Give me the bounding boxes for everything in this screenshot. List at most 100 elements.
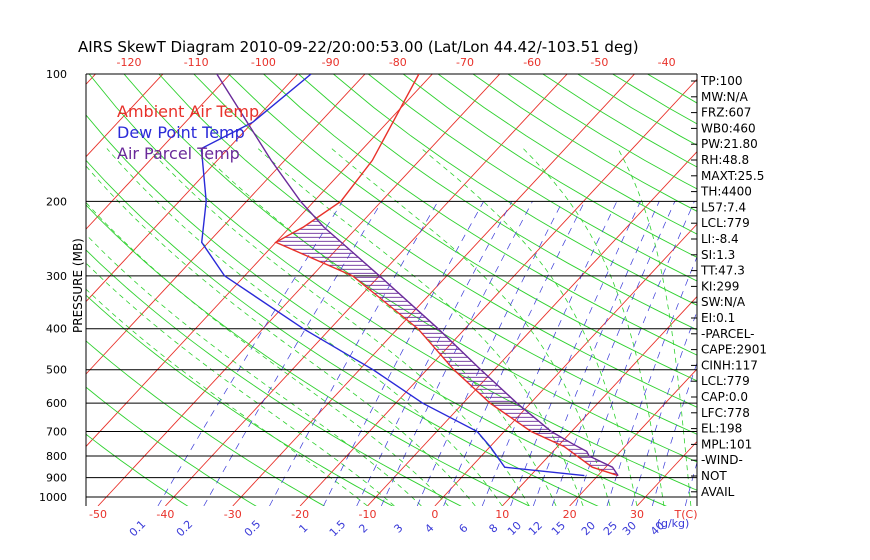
pressure-tick-label: 100	[46, 68, 67, 81]
mixing-ratio-line	[575, 201, 695, 506]
mixing-ratio-line	[380, 201, 533, 506]
mixing-ratio-line	[510, 201, 641, 506]
index-label: LI:-8.4	[701, 232, 739, 246]
index-label: TH:4400	[700, 185, 752, 199]
top-temp-tick-label: -120	[117, 56, 142, 69]
index-label: RH:48.8	[701, 153, 749, 167]
legend-entry: Ambient Air Temp	[117, 102, 259, 121]
top-temp-tick-label: -90	[322, 56, 340, 69]
bottom-temp-tick-label: 20	[563, 508, 577, 521]
top-temp-tick-label: -110	[184, 56, 209, 69]
mixing-ratio-line	[416, 201, 563, 506]
mixing-ratio-line	[551, 201, 676, 506]
top-temp-tick-label: -70	[456, 56, 474, 69]
pressure-tick-label: 600	[46, 397, 67, 410]
series-line	[274, 74, 619, 477]
index-label: TP:100	[700, 74, 743, 88]
mixing-ratio-line	[651, 361, 697, 506]
dry-adiabat-line	[86, 204, 531, 506]
index-label: EL:198	[701, 422, 742, 436]
dry-adiabat-line	[86, 114, 667, 506]
isotherm-line	[97, 74, 501, 506]
index-label: LCL:779	[701, 374, 750, 388]
mixing-ratio-line	[203, 201, 383, 506]
dry-adiabat-line	[158, 74, 697, 435]
index-label: LFC:778	[701, 406, 750, 420]
pressure-tick-label: 700	[46, 426, 67, 439]
index-label: MW:N/A	[701, 90, 749, 104]
index-label: AVAIL	[701, 485, 735, 499]
chart-title: AIRS SkewT Diagram 2010-09-22/20:00:53.0…	[78, 38, 639, 56]
index-label: KI:299	[701, 279, 739, 293]
mixing-ratio-line	[356, 201, 513, 506]
index-label: WB0:460	[701, 121, 756, 135]
index-label: SI:1.3	[701, 248, 735, 262]
index-label: SW:N/A	[701, 295, 746, 309]
legend-entry: Dew Point Temp	[117, 123, 245, 142]
pressure-tick-label: 1000	[39, 491, 67, 504]
dry-adiabat-line	[367, 74, 697, 282]
mixing-ratio-line	[532, 201, 660, 506]
index-label: TT:47.3	[700, 264, 745, 278]
index-label: EI:0.1	[701, 311, 735, 325]
dry-adiabat-line	[297, 74, 697, 331]
isotherm-line	[86, 74, 366, 375]
index-label: CINH:117	[701, 358, 758, 372]
top-temp-tick-label: -100	[251, 56, 276, 69]
pressure-tick-label: 300	[46, 270, 67, 283]
mixing-ratio-line	[481, 201, 618, 506]
dry-adiabat-line	[193, 74, 697, 408]
dry-adiabat-line	[86, 249, 462, 506]
pressure-tick-label: 500	[46, 364, 67, 377]
dry-adiabat-line	[437, 74, 697, 235]
bottom-temp-tick-label: 30	[630, 508, 644, 521]
index-label: CAPE:2901	[701, 343, 767, 357]
pressure-tick-label: 400	[46, 323, 67, 336]
index-label: FRZ:607	[701, 106, 751, 120]
index-label: LCL:779	[701, 216, 750, 230]
isotherm-line	[569, 368, 697, 506]
legend-entry: Air Parcel Temp	[117, 144, 240, 163]
dry-adiabat-line	[86, 159, 599, 506]
index-label: MAXT:25.5	[701, 169, 764, 183]
index-label: PW:21.80	[701, 137, 758, 151]
isotherm-line	[299, 78, 697, 506]
dry-adiabat-line	[86, 433, 189, 506]
index-label: MPL:101	[701, 437, 752, 451]
pressure-tick-label: 800	[46, 450, 67, 463]
dry-adiabat-line	[86, 340, 326, 506]
pressure-tick-label: 200	[46, 195, 67, 208]
isotherm-line	[86, 74, 433, 448]
isotherm-line	[165, 74, 568, 506]
index-label: -PARCEL-	[701, 327, 755, 341]
bottom-temp-tick-label: 10	[495, 508, 509, 521]
bottom-temp-tick-label: 0	[431, 508, 438, 521]
y-axis-label: PRESSURE (MB)	[71, 238, 85, 333]
dry-adiabat-line	[402, 74, 697, 258]
dry-adiabat-line	[123, 74, 697, 463]
series-line	[200, 74, 585, 477]
pressure-tick-label: 900	[46, 472, 67, 485]
temp-unit-label: T(C)	[674, 508, 698, 521]
bottom-temp-tick-label: -20	[291, 508, 309, 521]
bottom-temp-tick-label: -30	[224, 508, 242, 521]
dry-adiabat-line	[86, 386, 257, 506]
mixing-ratio-line	[443, 201, 586, 506]
isotherm-line	[367, 151, 697, 506]
bottom-temp-tick-label: -40	[156, 508, 174, 521]
bottom-temp-tick-label: -50	[89, 508, 107, 521]
series-line	[216, 74, 619, 476]
bottom-temp-tick-label: -10	[359, 508, 377, 521]
index-label: NOT	[701, 469, 727, 483]
top-temp-tick-label: -80	[389, 56, 407, 69]
dry-adiabat-line	[86, 294, 394, 506]
top-temp-tick-label: -40	[658, 56, 676, 69]
index-label: -WIND-	[701, 453, 743, 467]
mixing-ratio-line	[684, 461, 697, 506]
index-label: CAP:0.0	[701, 390, 748, 404]
isotherm-line	[501, 295, 697, 506]
mixing-ratio-line	[631, 310, 697, 506]
dry-adiabat-line	[332, 74, 697, 306]
mixing-ratio-line	[606, 255, 697, 506]
